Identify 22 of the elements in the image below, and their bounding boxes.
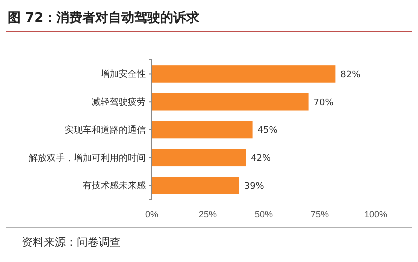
bar — [152, 149, 246, 167]
bar — [152, 177, 240, 194]
bar — [152, 121, 253, 139]
y-tick-label: 增加安全性 — [100, 69, 146, 80]
x-tick-label: 50% — [254, 209, 274, 220]
chart-title: 图 72：消费者对自动驾驶的诉求 — [8, 10, 201, 26]
y-tick-label: 减轻驾驶疲劳 — [92, 96, 146, 107]
y-tick-label: 有技术感未来感 — [83, 180, 146, 191]
y-tick-label: 实现车和道路的通信 — [65, 124, 146, 135]
bar — [152, 93, 309, 111]
data-label: 45% — [258, 126, 278, 136]
x-tick-label: 75% — [310, 209, 330, 220]
x-tick-label: 0% — [145, 209, 159, 220]
data-label: 70% — [314, 98, 334, 108]
x-tick-label: 100% — [364, 209, 388, 220]
data-label: 42% — [251, 154, 272, 164]
x-tick-label: 25% — [198, 209, 218, 220]
text: 资料来源：问卷调查 — [22, 236, 121, 249]
data-label: 39% — [244, 182, 265, 192]
bar — [152, 66, 336, 83]
data-label: 82% — [340, 70, 362, 80]
y-tick-label: 解放双手，增加可利用的时间 — [29, 152, 146, 163]
